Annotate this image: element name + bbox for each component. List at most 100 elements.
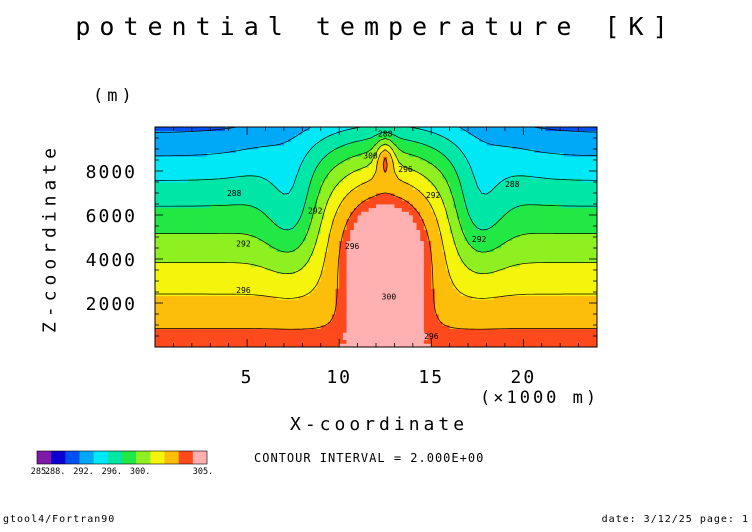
field-cell — [501, 204, 506, 209]
field-cell — [158, 325, 163, 330]
field-cell — [387, 193, 392, 198]
field-cell — [166, 240, 171, 245]
field-cell — [250, 229, 255, 234]
field-cell — [206, 266, 211, 271]
field-cell — [265, 339, 270, 344]
field-cell — [350, 218, 355, 223]
field-cell — [166, 339, 171, 344]
field-cell — [287, 273, 292, 278]
field-cell — [364, 325, 370, 330]
field-cell — [169, 240, 174, 245]
field-cell — [482, 266, 487, 271]
field-cell — [210, 200, 215, 205]
field-cell — [423, 251, 428, 256]
field-cell — [405, 306, 410, 311]
field-cell — [199, 229, 204, 234]
field-cell — [405, 255, 410, 260]
field-cell — [493, 321, 498, 326]
field-cell — [486, 343, 491, 348]
field-cell — [442, 200, 447, 205]
field-cell — [475, 292, 480, 297]
field-cell — [243, 207, 248, 212]
field-cell — [409, 237, 414, 242]
field-cell — [210, 248, 215, 253]
field-cell — [195, 251, 200, 256]
field-cell — [258, 317, 263, 322]
field-cell — [155, 325, 160, 330]
field-cell — [202, 218, 207, 223]
field-cell — [210, 321, 215, 326]
field-cell — [335, 292, 340, 297]
field-cell — [427, 336, 432, 341]
field-cell — [394, 211, 399, 216]
field-cell — [272, 259, 277, 264]
field-cell — [258, 343, 263, 348]
field-cell — [243, 255, 248, 260]
field-cell — [331, 240, 336, 245]
field-cell — [486, 255, 491, 260]
field-cell — [324, 215, 329, 220]
field-cell — [180, 211, 185, 216]
field-cell — [243, 281, 248, 286]
field-cell — [184, 229, 189, 234]
field-cell — [372, 196, 377, 201]
field-cell — [199, 262, 204, 267]
field-cell — [493, 277, 498, 282]
field-cell — [232, 343, 237, 348]
field-cell — [247, 295, 252, 300]
field-cell — [582, 288, 587, 293]
field-cell — [213, 248, 219, 253]
field-cell — [504, 343, 509, 348]
field-cell — [486, 222, 491, 227]
field-cell — [162, 266, 167, 271]
field-cell — [217, 259, 222, 264]
field-cell — [350, 325, 355, 330]
field-cell — [541, 277, 546, 282]
field-cell — [298, 332, 303, 337]
field-cell — [515, 288, 521, 293]
field-cell — [527, 200, 532, 205]
field-cell — [188, 248, 193, 253]
field-cell — [445, 196, 451, 201]
field-cell — [221, 266, 226, 271]
field-cell — [552, 332, 557, 337]
field-cell — [243, 325, 248, 330]
field-cell — [497, 248, 502, 253]
field-cell — [475, 255, 480, 260]
field-cell — [394, 207, 399, 212]
field-cell — [177, 299, 182, 304]
field-cell — [501, 196, 506, 201]
field-cell — [453, 299, 458, 304]
field-cell — [512, 237, 517, 242]
field-cell — [471, 211, 476, 216]
field-cell — [453, 207, 458, 212]
field-cell — [236, 332, 241, 337]
field-cell — [353, 277, 358, 282]
field-cell — [302, 218, 307, 223]
field-cell — [475, 233, 480, 238]
field-cell — [269, 273, 274, 278]
field-cell — [202, 229, 207, 234]
field-cell — [416, 240, 421, 245]
field-cell — [199, 277, 204, 282]
field-cell — [239, 193, 244, 198]
field-cell — [166, 226, 171, 231]
field-cell — [243, 270, 248, 275]
field-cell — [188, 336, 193, 341]
field-cell — [320, 259, 325, 264]
field-cell — [320, 193, 325, 198]
field-cell — [328, 325, 333, 330]
field-cell — [173, 288, 178, 293]
field-cell — [482, 332, 487, 337]
field-cell — [265, 284, 270, 289]
field-cell — [247, 211, 252, 216]
field-cell — [247, 237, 252, 242]
field-cell — [195, 314, 200, 319]
field-cell — [324, 321, 329, 326]
field-cell — [563, 207, 568, 212]
field-cell — [250, 332, 255, 337]
field-cell — [427, 262, 432, 267]
field-cell — [202, 226, 207, 231]
field-cell — [453, 196, 458, 201]
field-cell — [571, 196, 576, 201]
